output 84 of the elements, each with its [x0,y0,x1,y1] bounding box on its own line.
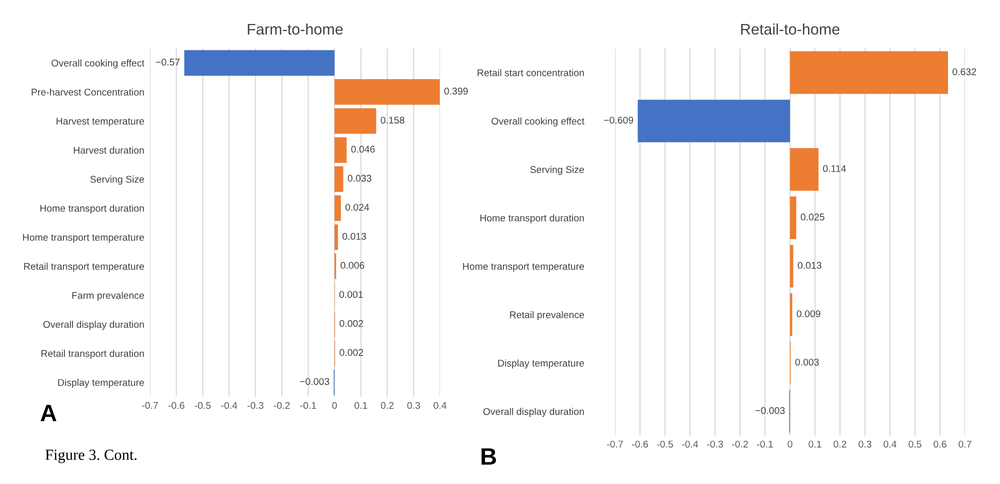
x-tick-label: 0.5 [908,440,922,448]
y-tick-label: Home transport duration [40,204,144,214]
y-tick-label: Retail start concentration [478,69,584,76]
data-label: 0.632 [952,68,976,76]
bar [790,148,818,191]
x-tick-label: -0.2 [274,402,290,409]
data-label: 0.009 [796,310,820,318]
bar [334,166,344,192]
y-tick-label: Serving Size [530,166,584,175]
x-tick-label: 0.3 [858,440,872,448]
y-tick-label: Harvest duration [74,146,144,154]
data-label: 0.025 [800,214,824,220]
y-tick-label: Home transport temperature [463,263,584,272]
x-tick-label: 0.1 [354,402,368,409]
bar [334,108,376,134]
bar [790,196,796,240]
data-label: 0.006 [340,262,364,269]
data-label: 0.158 [380,116,404,124]
y-tick-label: Retail transport duration [41,350,144,359]
bar [334,195,341,221]
data-label: −0.57 [156,58,180,66]
bar [790,51,948,94]
text: A [40,404,56,422]
x-tick-label: -0.6 [632,440,648,448]
y-tick-label: Harvest temperature [56,118,144,127]
x-tick-label: -0.7 [142,402,158,409]
x-tick-label: 0 [332,402,337,409]
data-label: 0.114 [823,165,846,172]
data-label: 0.024 [345,204,370,211]
x-tick-label: 0.2 [834,440,846,448]
y-tick-label: Overall cooking effect [52,59,144,68]
x-tick-label: -0.5 [657,440,673,448]
y-tick-label: Overall display duration [483,408,584,417]
data-label: 0.046 [351,146,375,153]
data-label: 0.013 [342,232,366,240]
x-tick-label: 0.7 [958,440,972,448]
x-tick-label: -0.2 [732,440,748,448]
x-tick-label: 0.4 [434,402,446,409]
y-tick-label: Retail transport temperature [24,262,144,272]
x-tick-label: -0.1 [757,440,773,448]
x-tick-label: 0 [788,440,792,448]
bar [184,50,335,76]
bar [334,224,338,250]
chart-title: Retail-to-home [741,23,840,35]
x-tick-label: 0.3 [407,402,420,409]
x-tick-label: -0.3 [248,402,264,409]
data-label: 0.002 [340,320,364,327]
y-tick-label: Display temperature [498,359,584,369]
y-tick-label: Overall cooking effect [492,117,584,127]
data-label: −0.609 [604,116,634,124]
x-tick-label: -0.6 [168,402,184,409]
text: B [482,448,496,465]
bar [638,100,790,142]
data-label: 0.013 [798,262,822,269]
bar [334,79,440,105]
data-label: 0.001 [339,290,363,298]
y-tick-label: Home transport duration [480,214,584,224]
y-tick-label: Retail prevalence [510,311,584,320]
x-tick-label: 0.2 [380,402,394,409]
x-tick-label: -0.1 [300,402,316,409]
x-tick-label: -0.4 [682,440,698,448]
data-label: −0.003 [300,378,330,385]
y-tick-label: Pre-harvest Concentration [32,88,144,96]
x-tick-label: 0.6 [934,440,946,448]
y-tick-label: Home transport temperature [23,234,144,243]
x-tick-label: 0.4 [884,440,896,448]
y-tick-label: Serving Size [90,176,144,185]
x-tick-label: -0.3 [707,440,723,448]
bar [790,244,794,288]
y-tick-label: Display temperature [58,378,144,388]
data-label: 0.399 [444,88,468,95]
x-tick-label: -0.7 [607,440,623,448]
chart-title: Farm-to-home [248,23,343,35]
y-tick-label: Overall display duration [43,320,144,330]
data-label: −0.003 [756,407,785,414]
x-tick-label: 0.1 [808,440,822,448]
data-label: 0.002 [340,349,364,356]
bar [334,137,347,163]
y-tick-label: Farm prevalence [72,292,144,301]
x-tick-label: -0.5 [194,402,211,409]
data-label: 0.033 [348,174,372,182]
data-label: 0.003 [795,358,819,366]
caption: Figure 3. Cont. [45,450,137,464]
x-tick-label: -0.4 [221,402,238,409]
